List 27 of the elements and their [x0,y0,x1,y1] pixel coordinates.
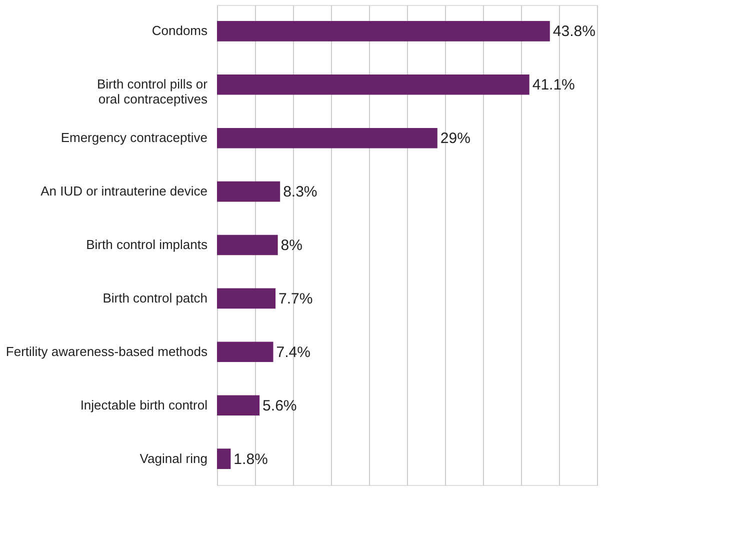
data-label: 29% [440,130,470,148]
bar [217,181,280,202]
y-tick-label: Birth control implants [86,237,208,252]
bar [217,128,438,148]
data-label: 8% [280,237,302,254]
bar [217,288,276,309]
bar [217,448,231,469]
data-label: 7.4% [276,344,310,361]
y-tick-label: Condoms [152,23,208,38]
y-tick-label: Birth control pills or oral contraceptives [96,76,208,107]
data-label: 41.1% [532,76,575,94]
bar [217,395,260,416]
y-tick-label: Injectable birth control [80,397,208,412]
y-tick-label: Birth control patch [102,290,208,306]
bar [217,74,530,95]
data-label: 5.6% [262,397,297,414]
bar [217,234,278,256]
y-tick-label: Vaginal ring [140,450,208,466]
y-tick-label: Emergency contraceptive [60,130,208,146]
data-label: 1.8% [234,450,268,468]
data-label: 7.7% [278,290,313,308]
y-tick-label: Fertility awareness-based methods [6,344,208,359]
y-tick-label: An IUD or intrauterine device [40,184,208,199]
data-label: 8.3% [283,184,318,201]
data-label: 43.8% [552,23,596,40]
bar [217,21,550,42]
bar [217,342,274,362]
